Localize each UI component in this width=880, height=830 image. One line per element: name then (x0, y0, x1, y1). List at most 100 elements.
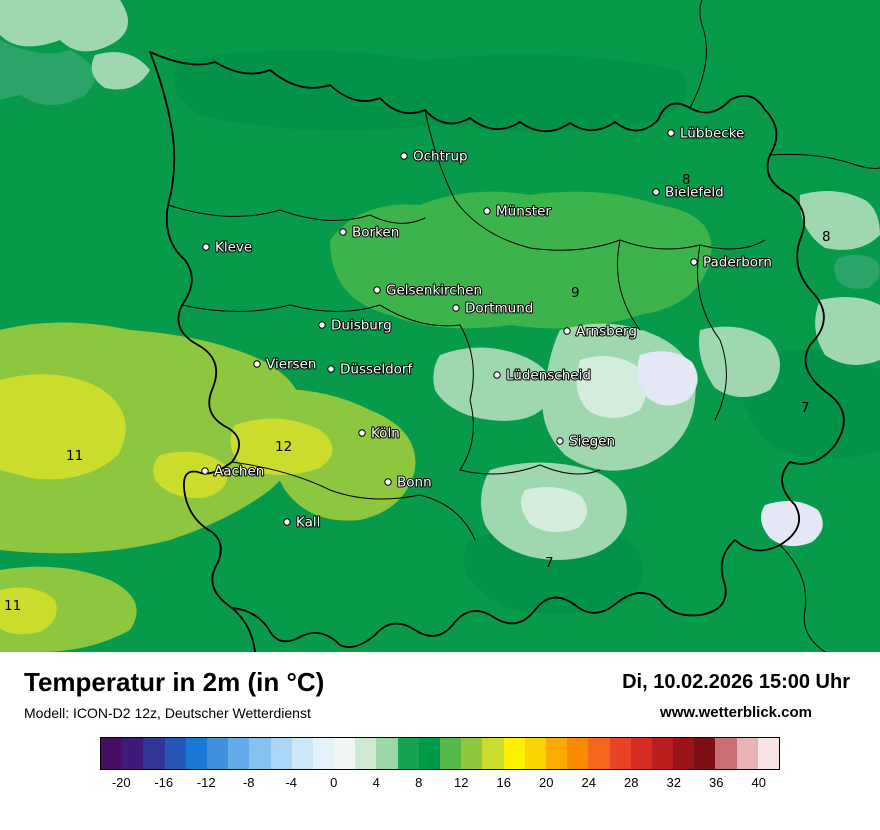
temp-region (834, 254, 880, 289)
colorbar-segment (715, 738, 737, 769)
datetime-label: Di, 10.02.2026 15:00 Uhr (622, 671, 850, 693)
city-label: Kleve (215, 240, 252, 256)
city-marker: Düsseldorf (327, 361, 414, 379)
colorbar-segment (694, 738, 716, 769)
region-temperature-label: 11 (66, 448, 83, 464)
region-temperature-label: 8 (682, 172, 691, 188)
city-dot (373, 286, 381, 294)
colorbar-tick: 40 (751, 775, 766, 790)
city-marker: Lübbecke (667, 125, 745, 143)
city-marker: Siegen (556, 433, 616, 451)
city-label: Düsseldorf (340, 362, 413, 378)
colorbar-segment (757, 738, 779, 769)
temp-region (0, 40, 95, 105)
colorbar-segment (334, 738, 356, 769)
city-label: Münster (496, 204, 551, 220)
model-label: Modell: ICON-D2 12z, Deutscher Wetterdie… (24, 704, 311, 721)
city-marker: Bielefeld (652, 184, 725, 202)
map-svg: 8 8 9 7 11 12 7 11 Ochtrup Lübbecke Münster Bielef… (0, 0, 880, 652)
city-dot (493, 371, 501, 379)
city-dot (690, 258, 698, 266)
city-dot (283, 518, 291, 526)
temp-region (799, 191, 880, 250)
city-label: Bielefeld (665, 185, 724, 201)
city-marker: Kall (283, 514, 321, 532)
city-dot (652, 188, 660, 196)
colorbar-segment (270, 738, 292, 769)
city-dot (667, 129, 675, 137)
city-dot (452, 304, 460, 312)
colorbar-tick: 0 (330, 775, 338, 790)
colorbar-tick: 12 (454, 775, 469, 790)
border-north (149, 51, 806, 241)
colorbar-segment (567, 738, 589, 769)
colorbar-tick: 28 (624, 775, 639, 790)
colorbar-segment (673, 738, 695, 769)
colorbar-segment (651, 738, 674, 769)
colorbar-tick: -4 (285, 775, 298, 790)
page-title: Temperatur in 2m (in °C) (24, 667, 325, 697)
city-marker: Ochtrup (400, 148, 469, 166)
city-dot (201, 467, 209, 475)
city-label: Dortmund (465, 301, 533, 317)
colorbar-segment (185, 738, 207, 769)
border-district (459, 464, 601, 475)
city-label: Bonn (397, 475, 432, 491)
colorbar-segment (355, 738, 377, 769)
city-dot (318, 321, 326, 329)
colorbar-segment (312, 738, 335, 769)
colorbar-segment (440, 738, 462, 769)
temp-region (761, 501, 823, 547)
temp-region (521, 486, 588, 533)
colorbar-segment (143, 738, 165, 769)
border-east (659, 239, 845, 617)
city-marker: Duisburg (318, 317, 393, 335)
colorbar-tick: -8 (242, 775, 255, 790)
datetime-block: Di, 10.02.2026 15:00 Uhr www.wetterblick… (622, 668, 850, 721)
region-temperature-label: 12 (275, 439, 292, 455)
colorbar (100, 737, 780, 770)
border-lines (149, 0, 880, 652)
city-label: Duisburg (331, 318, 392, 334)
temp-region (699, 326, 780, 398)
city-label: Borken (352, 225, 399, 241)
city-marker: Arnsberg (563, 323, 638, 341)
city-markers: Ochtrup Lübbecke Münster Bielefeld Borken Kle… (201, 125, 773, 532)
city-dot (253, 360, 261, 368)
border-district (379, 304, 474, 471)
city-marker: Köln (358, 425, 401, 443)
colorbar-segment (376, 738, 398, 769)
city-dot (483, 207, 491, 215)
city-label: Arnsberg (576, 324, 637, 340)
colorbar-segment (503, 738, 525, 769)
colorbar-segment (461, 738, 483, 769)
city-marker: Kleve (202, 239, 253, 257)
colorbar-segment (609, 738, 631, 769)
title-block: Temperatur in 2m (in °C) Modell: ICON-D2… (24, 668, 324, 721)
city-dot (339, 228, 347, 236)
colorbar-tick: 8 (415, 775, 423, 790)
colorbar-segment (524, 738, 546, 769)
region-labels: 8 8 9 7 11 12 7 11 (4, 172, 831, 614)
city-marker: Münster (483, 203, 552, 221)
border-district (181, 304, 381, 312)
city-label: Kall (296, 515, 320, 531)
colorbar-segment (228, 738, 250, 769)
city-marker: Viersen (253, 356, 317, 374)
colorbar-tick: 32 (666, 775, 681, 790)
colorbar-tick: 36 (709, 775, 724, 790)
colorbar-segment (101, 738, 123, 769)
colorbar-ticks: -20 -16 -12 -8 -4 0 4 8 12 16 20 24 28 32 36 40 (100, 775, 780, 793)
temp-region (815, 296, 880, 365)
city-label: Ochtrup (413, 149, 468, 165)
border-district (231, 461, 476, 541)
city-marker: Lüdenscheid (493, 367, 592, 385)
border-district (779, 544, 826, 652)
city-label: Lüdenscheid (506, 368, 591, 384)
border-district (617, 239, 641, 331)
city-dot (202, 243, 210, 251)
temp-region (330, 191, 712, 329)
colorbar-segment (588, 738, 610, 769)
colorbar-tick: -12 (196, 775, 216, 790)
temperature-regions (0, 0, 880, 652)
